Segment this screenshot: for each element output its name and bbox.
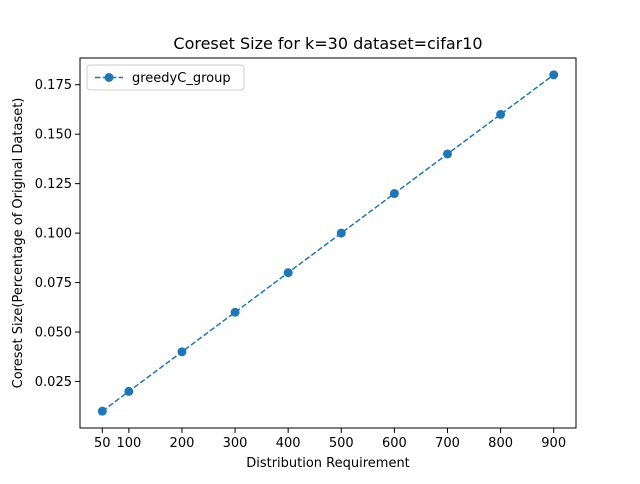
axes-frame [79,57,577,429]
y-tick-label: 0.050 [35,326,72,341]
data-point [549,70,559,80]
y-tick-label: 0.025 [35,375,72,390]
x-tick-label: 400 [276,436,301,451]
y-tick-label: 0.150 [35,128,72,143]
data-point [97,406,107,416]
legend-marker [104,73,114,82]
x-axis-label: Distribution Requirement [246,456,410,471]
data-point [283,268,293,278]
x-tick-label: 300 [223,436,248,451]
y-tick-label: 0.125 [35,177,72,192]
x-tick-label: 600 [382,436,407,451]
x-tick-label: 500 [329,436,354,451]
legend: greedyC_group [86,64,245,91]
series-layer [97,70,559,416]
axes: 50 100 200 300 400 500 600 700 800 900 0.025 0.050 0… [35,78,566,451]
x-tick-label: 700 [435,436,460,451]
x-tick-label: 800 [488,436,513,451]
y-axis-label: Coreset Size(Percentage of Original Data… [11,98,26,389]
legend-box [86,64,245,91]
data-point [336,228,346,238]
data-point [230,307,240,317]
data-point [442,149,452,159]
chart-title: Coreset Size for k=30 dataset=cifar10 [173,34,482,53]
data-point [389,189,399,199]
x-tick-label: 900 [541,436,566,451]
data-point [177,347,187,357]
y-tick-label: 0.175 [35,78,72,93]
x-tick-label: 50 [94,436,111,451]
data-point [124,386,134,396]
series-line-greedyC_group [101,74,555,412]
data-point [496,109,506,119]
legend-entry-label: greedyC_group [132,71,231,86]
x-tick-label: 100 [116,436,141,451]
y-tick-label: 0.075 [35,276,72,291]
y-tick-label: 0.100 [35,227,72,242]
x-tick-label: 200 [170,436,195,451]
